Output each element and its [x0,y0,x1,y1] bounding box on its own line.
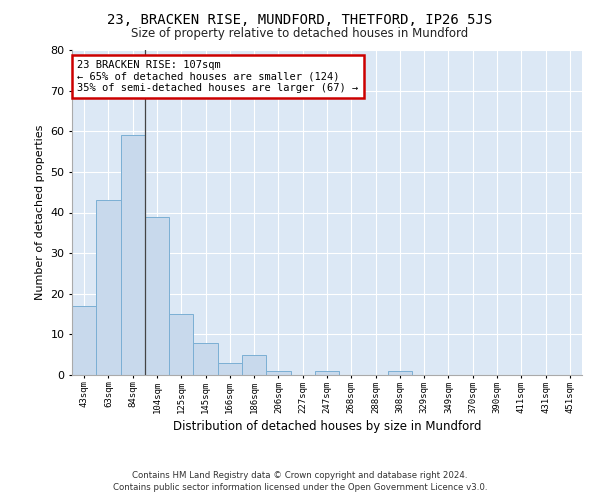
X-axis label: Distribution of detached houses by size in Mundford: Distribution of detached houses by size … [173,420,481,432]
Bar [145,216,169,375]
Text: 23, BRACKEN RISE, MUNDFORD, THETFORD, IP26 5JS: 23, BRACKEN RISE, MUNDFORD, THETFORD, IP… [107,12,493,26]
Bar [242,354,266,375]
Bar [388,371,412,375]
Bar [315,371,339,375]
Text: Contains HM Land Registry data © Crown copyright and database right 2024.
Contai: Contains HM Land Registry data © Crown c… [113,471,487,492]
Bar [121,136,145,375]
Y-axis label: Number of detached properties: Number of detached properties [35,125,44,300]
Text: Size of property relative to detached houses in Mundford: Size of property relative to detached ho… [131,28,469,40]
Bar [193,342,218,375]
Bar [266,371,290,375]
Bar [169,314,193,375]
Bar [96,200,121,375]
Bar [218,363,242,375]
Bar [72,306,96,375]
Text: 23 BRACKEN RISE: 107sqm
← 65% of detached houses are smaller (124)
35% of semi-d: 23 BRACKEN RISE: 107sqm ← 65% of detache… [77,60,358,93]
